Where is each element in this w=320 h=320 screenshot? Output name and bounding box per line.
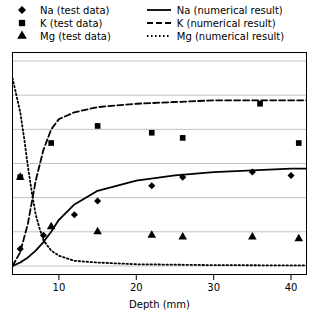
html-text:Na (numerical result): Na (numerical result) (176, 4, 283, 16)
html-text:Mg (numerical result): Mg (numerical result) (176, 30, 285, 42)
html-text:Na (test data): Na (test data) (40, 4, 110, 16)
html-text:K (test data): K (test data) (40, 17, 103, 29)
html-text:Mg (test data): Mg (test data) (40, 30, 111, 42)
svg-text:30: 30 (207, 282, 220, 293)
svg-text:20: 20 (130, 282, 143, 293)
svg-text:40: 40 (285, 282, 298, 293)
svg-text:10: 10 (53, 282, 66, 293)
svg-text:Depth (mm): Depth (mm) (129, 299, 190, 310)
html-text:K (numerical result): K (numerical result) (176, 17, 276, 29)
